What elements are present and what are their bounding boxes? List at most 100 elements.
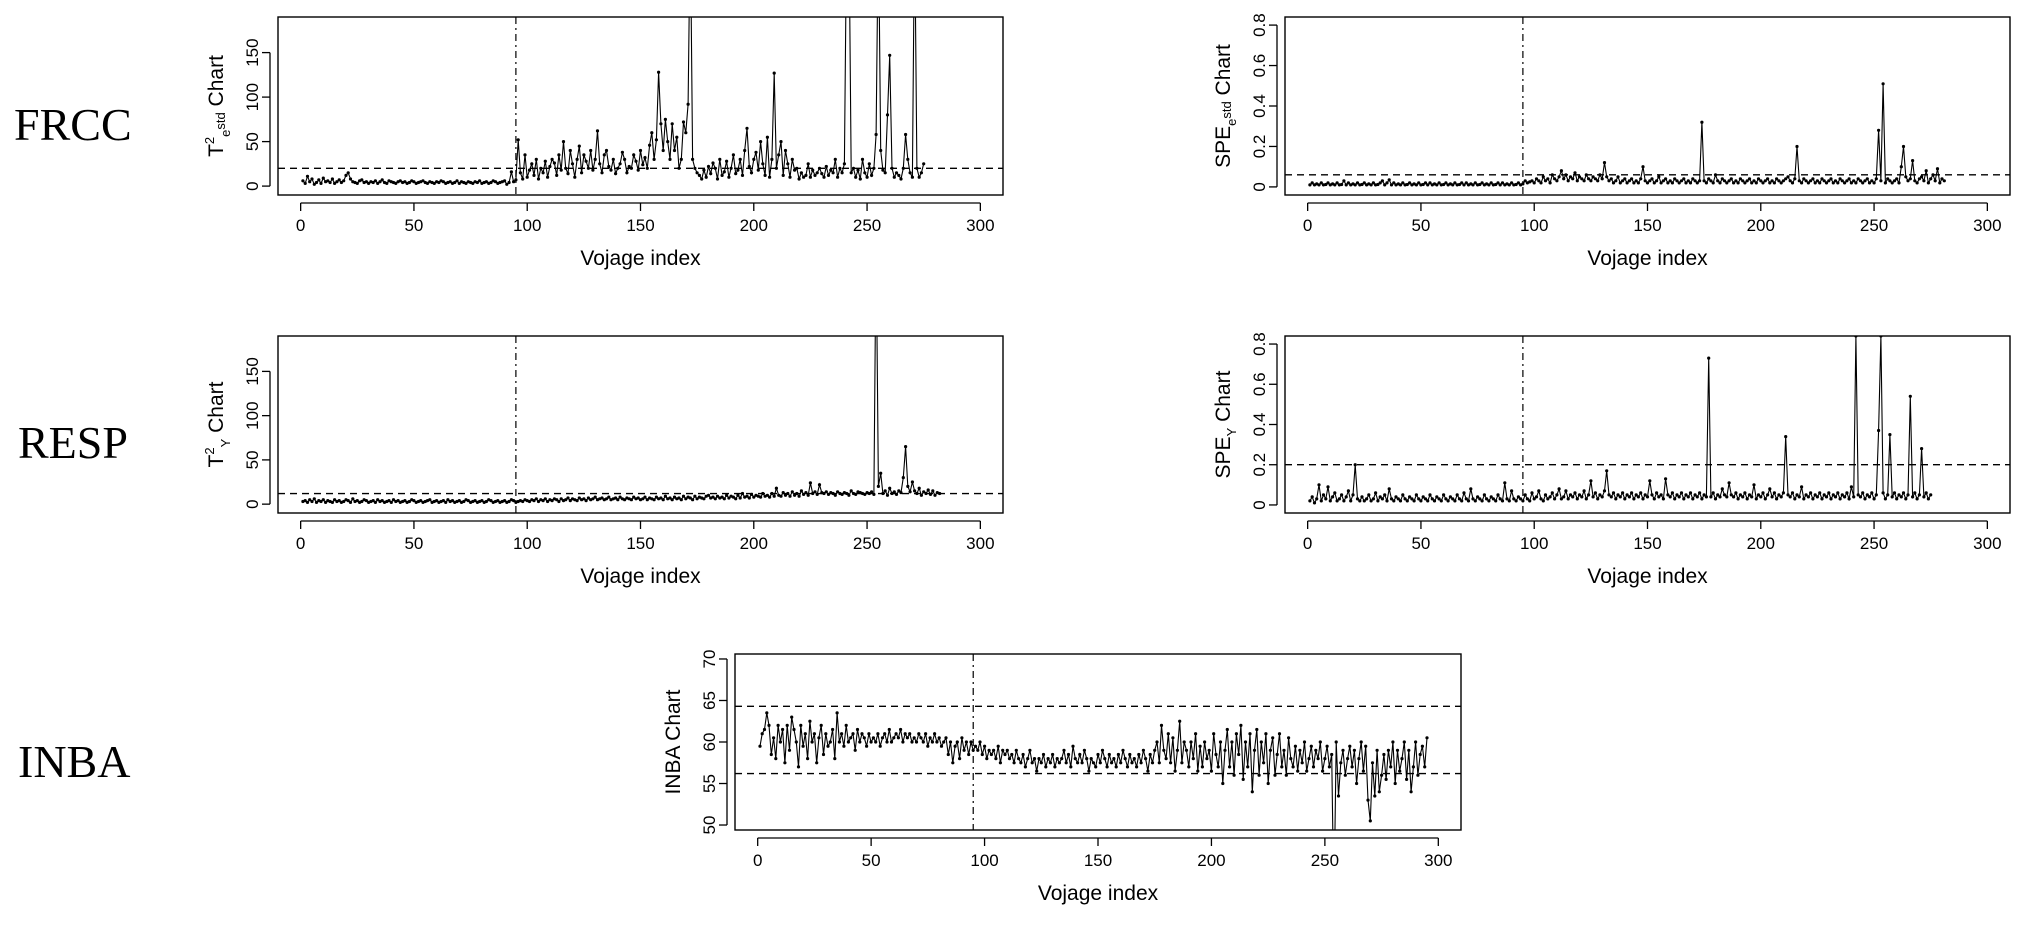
data-point: [403, 499, 407, 503]
data-point: [645, 166, 649, 170]
data-point: [1829, 497, 1833, 501]
data-point: [1482, 493, 1486, 497]
data-point: [899, 177, 903, 181]
data-point: [1171, 736, 1175, 740]
data-point: [867, 491, 871, 496]
data-point: [1600, 177, 1604, 181]
data-point: [1532, 497, 1536, 501]
y-tick-label: 55: [700, 774, 719, 793]
data-point: [752, 495, 756, 499]
data-point: [1411, 765, 1415, 769]
data-point: [960, 736, 964, 740]
data-point: [1781, 179, 1785, 183]
data-point: [582, 153, 586, 157]
data-point: [1659, 181, 1663, 185]
data-point: [650, 131, 654, 135]
data-point: [1698, 179, 1702, 183]
data-point: [792, 727, 796, 732]
data-point: [1302, 740, 1307, 744]
data-point: [677, 496, 681, 500]
data-point: [1650, 177, 1654, 181]
data-point: [591, 497, 595, 501]
data-point: [794, 740, 798, 744]
data-point: [314, 500, 319, 504]
data-point: [824, 164, 828, 169]
data-point: [1790, 181, 1795, 185]
data-point: [1362, 181, 1366, 185]
data-point: [1032, 757, 1037, 761]
data-point: [1675, 179, 1679, 183]
data-point: [335, 180, 339, 184]
data-point: [464, 181, 468, 185]
data-point: [1849, 181, 1853, 185]
data-point: [770, 491, 774, 496]
data-point: [722, 170, 726, 174]
data-point: [1146, 769, 1150, 773]
data-point: [643, 156, 647, 160]
data-point: [1262, 761, 1266, 765]
data-point: [1366, 798, 1370, 802]
data-point: [670, 498, 674, 502]
data-point: [620, 150, 625, 154]
data-point: [1865, 177, 1869, 181]
data-point: [725, 493, 729, 497]
data-point: [1200, 765, 1204, 769]
data-point: [1580, 495, 1584, 499]
data-point: [1793, 497, 1797, 501]
data-point: [1416, 773, 1420, 777]
data-point: [1573, 171, 1577, 175]
data-point: [1480, 181, 1484, 185]
data-point: [1344, 183, 1348, 187]
data-point: [373, 500, 377, 504]
data-point: [1500, 181, 1505, 185]
data-point: [1409, 790, 1413, 794]
data-point: [462, 499, 466, 504]
data-point: [897, 489, 901, 493]
data-point: [1402, 740, 1406, 744]
data-point: [1076, 761, 1080, 765]
x-tick-label: 200: [740, 534, 768, 553]
data-point: [1516, 181, 1520, 185]
data-point: [1325, 744, 1329, 748]
data-point: [1870, 491, 1874, 495]
data-point: [1688, 491, 1693, 495]
data-point: [1153, 748, 1157, 752]
data-point: [797, 494, 801, 498]
data-point: [568, 499, 572, 503]
data-point: [1375, 748, 1379, 752]
data-point: [888, 486, 892, 490]
data-point: [1745, 179, 1749, 183]
data-point: [339, 180, 343, 185]
data-point: [1082, 748, 1086, 752]
data-point: [1228, 765, 1232, 769]
x-tick-label: 50: [404, 534, 423, 553]
data-point: [1359, 740, 1363, 744]
data-point: [523, 153, 527, 157]
data-point: [1398, 183, 1403, 187]
data-point: [817, 483, 822, 487]
data-point: [1854, 181, 1858, 185]
plot-frame: [734, 653, 1462, 831]
x-tick-label: 150: [1633, 216, 1661, 235]
data-point: [1537, 179, 1541, 183]
data-point: [1371, 497, 1375, 501]
data-point: [1543, 493, 1548, 497]
data-point: [1048, 761, 1052, 765]
data-point: [1234, 732, 1238, 736]
data-point: [389, 500, 393, 504]
data-point: [1150, 761, 1155, 765]
data-point: [870, 490, 874, 494]
data-point: [566, 172, 570, 176]
data-point: [330, 500, 334, 504]
data-point: [1374, 491, 1378, 495]
data-point: [1555, 493, 1559, 497]
data-point: [305, 500, 310, 504]
data-point: [1639, 177, 1643, 181]
data-point: [883, 171, 887, 175]
data-point: [1922, 179, 1926, 183]
data-point: [1915, 181, 1919, 185]
data-point: [521, 177, 525, 181]
data-point: [473, 499, 477, 503]
data-point: [1938, 181, 1942, 185]
data-point: [1636, 495, 1640, 499]
